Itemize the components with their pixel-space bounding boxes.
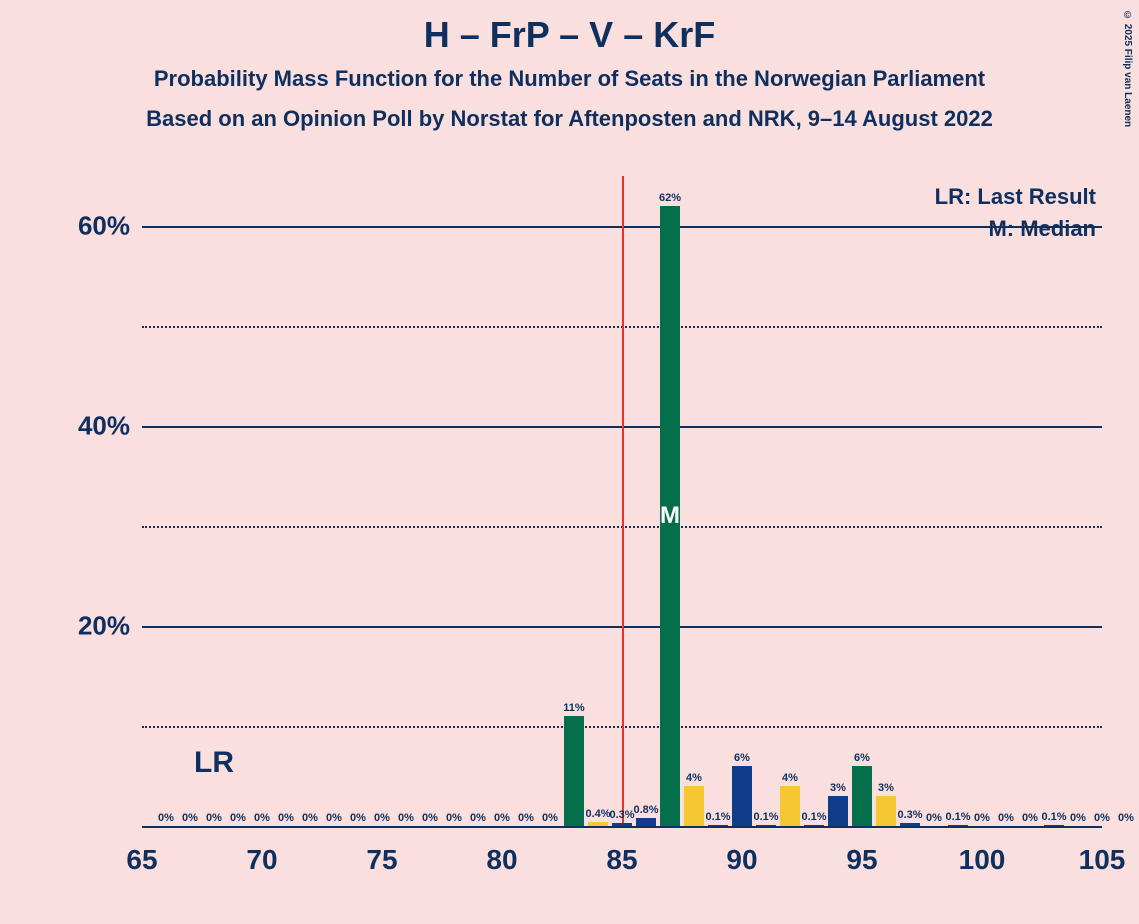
bar: 0.8% <box>636 818 656 826</box>
bar-value-label: 0% <box>278 812 294 826</box>
bar-value-label: 0% <box>302 812 318 826</box>
chart-plot-area: 20%40%60%657075808590951001050%0%0%0%0%0… <box>142 176 1102 826</box>
bar: 0.1% <box>756 825 776 826</box>
bar-value-label: 0% <box>470 812 486 826</box>
bar: 11% <box>564 716 584 826</box>
bar: 0.1% <box>1044 825 1064 826</box>
bar-value-label: 0.3% <box>609 809 634 823</box>
bar-value-label: 0% <box>446 812 462 826</box>
y-axis-label: 60% <box>78 211 142 242</box>
bar: 62% <box>660 206 680 826</box>
x-axis-label: 95 <box>846 826 877 876</box>
x-axis-label: 85 <box>606 826 637 876</box>
bar-value-label: 0.3% <box>897 809 922 823</box>
bar-value-label: 0% <box>206 812 222 826</box>
bar-value-label: 0% <box>1022 812 1038 826</box>
bar-value-label: 3% <box>878 782 894 796</box>
bar-value-label: 0.1% <box>801 811 826 825</box>
bar-value-label: 6% <box>734 752 750 766</box>
bar-value-label: 0% <box>1094 812 1110 826</box>
last-result-label: LR <box>194 746 234 780</box>
bar-value-label: 0% <box>974 812 990 826</box>
x-axis-label: 80 <box>486 826 517 876</box>
bar-value-label: 0.1% <box>753 811 778 825</box>
bar: 6% <box>852 766 872 826</box>
bar-value-label: 0.1% <box>1041 811 1066 825</box>
bar-value-label: 6% <box>854 752 870 766</box>
x-axis-label: 100 <box>959 826 1006 876</box>
bar: 3% <box>828 796 848 826</box>
bar-value-label: 0.8% <box>633 804 658 818</box>
bar: 4% <box>780 786 800 826</box>
bar-value-label: 0% <box>542 812 558 826</box>
bar-value-label: 0% <box>182 812 198 826</box>
bar-value-label: 62% <box>659 192 681 206</box>
bar: 3% <box>876 796 896 826</box>
bar-value-label: 0% <box>374 812 390 826</box>
x-axis-label: 105 <box>1079 826 1126 876</box>
bar-value-label: 0% <box>350 812 366 826</box>
bar: 0.1% <box>708 825 728 826</box>
bar-value-label: 3% <box>830 782 846 796</box>
bar-value-label: 0% <box>1070 812 1086 826</box>
x-axis-label: 90 <box>726 826 757 876</box>
bar-value-label: 11% <box>563 702 584 716</box>
chart-subtitle-2: Based on an Opinion Poll by Norstat for … <box>0 106 1139 132</box>
bar-value-label: 0% <box>926 812 942 826</box>
bar: 0.4% <box>588 822 608 826</box>
bar: 0.1% <box>948 825 968 826</box>
bar-value-label: 0% <box>230 812 246 826</box>
bar-value-label: 4% <box>782 772 798 786</box>
bar: 0.1% <box>804 825 824 826</box>
bar-value-label: 4% <box>686 772 702 786</box>
bar: 0.3% <box>612 823 632 826</box>
bar-value-label: 0% <box>1118 812 1134 826</box>
bar-value-label: 0% <box>254 812 270 826</box>
bar-value-label: 0% <box>158 812 174 826</box>
bar: 6% <box>732 766 752 826</box>
bar: 4% <box>684 786 704 826</box>
bar-value-label: 0% <box>422 812 438 826</box>
y-axis-label: 40% <box>78 411 142 442</box>
bar-value-label: 0% <box>326 812 342 826</box>
bar-value-label: 0.4% <box>585 808 610 822</box>
last-result-line <box>622 176 624 826</box>
chart-subtitle-1: Probability Mass Function for the Number… <box>0 66 1139 92</box>
x-axis-label: 70 <box>246 826 277 876</box>
bar-value-label: 0% <box>494 812 510 826</box>
bar-value-label: 0% <box>518 812 534 826</box>
copyright-text: © 2025 Filip van Laenen <box>1122 10 1133 127</box>
bar-value-label: 0.1% <box>705 811 730 825</box>
bar-value-label: 0% <box>398 812 414 826</box>
bar-value-label: 0.1% <box>945 811 970 825</box>
x-axis-label: 65 <box>126 826 157 876</box>
bar-value-label: 0% <box>998 812 1014 826</box>
x-axis-label: 75 <box>366 826 397 876</box>
y-axis-label: 20% <box>78 611 142 642</box>
bar: 0.3% <box>900 823 920 826</box>
chart-title: H – FrP – V – KrF <box>0 0 1139 56</box>
